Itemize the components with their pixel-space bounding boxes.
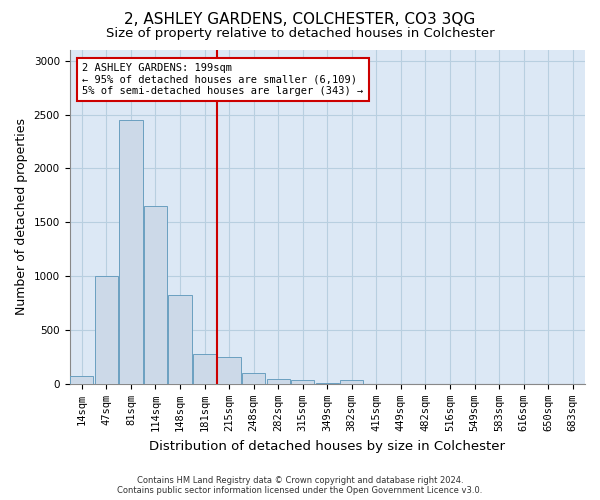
Bar — [242, 373, 265, 384]
Bar — [144, 206, 167, 384]
Bar — [95, 276, 118, 384]
Bar — [70, 376, 94, 384]
Bar — [291, 380, 314, 384]
Bar — [169, 294, 191, 384]
Text: 2, ASHLEY GARDENS, COLCHESTER, CO3 3QG: 2, ASHLEY GARDENS, COLCHESTER, CO3 3QG — [124, 12, 476, 28]
Bar — [340, 380, 364, 384]
Bar — [266, 378, 290, 384]
Bar — [193, 354, 216, 384]
Text: Size of property relative to detached houses in Colchester: Size of property relative to detached ho… — [106, 28, 494, 40]
Bar — [217, 357, 241, 384]
Text: 2 ASHLEY GARDENS: 199sqm
← 95% of detached houses are smaller (6,109)
5% of semi: 2 ASHLEY GARDENS: 199sqm ← 95% of detach… — [82, 63, 364, 96]
Bar — [119, 120, 143, 384]
Y-axis label: Number of detached properties: Number of detached properties — [15, 118, 28, 316]
Text: Contains HM Land Registry data © Crown copyright and database right 2024.
Contai: Contains HM Land Registry data © Crown c… — [118, 476, 482, 495]
X-axis label: Distribution of detached houses by size in Colchester: Distribution of detached houses by size … — [149, 440, 505, 452]
